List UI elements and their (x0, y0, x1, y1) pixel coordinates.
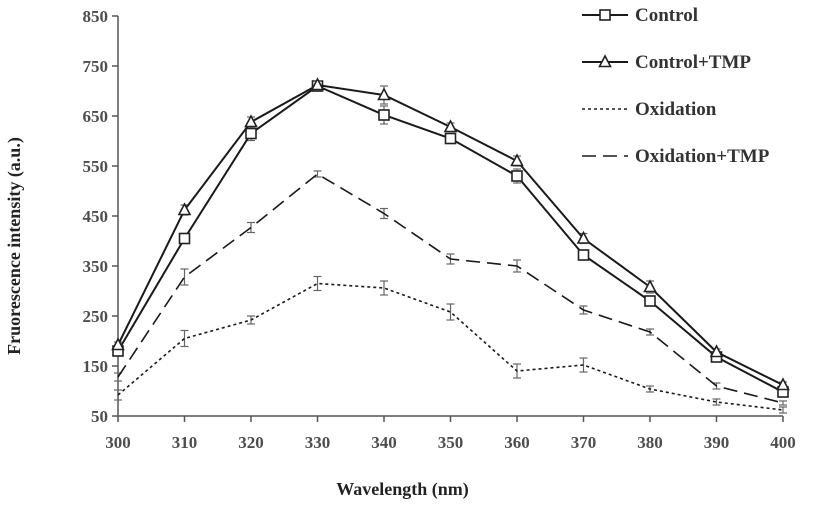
x-tick-label: 350 (438, 433, 464, 452)
legend: Control Control+TMP Oxidation Oxidation+TMP (582, 5, 770, 167)
triangle-marker (776, 377, 790, 391)
triangle-marker (310, 77, 325, 91)
x-tick-label: 400 (770, 433, 796, 452)
legend-label: Oxidation+TMP (635, 146, 770, 167)
x-tick-label: 390 (704, 433, 730, 452)
y-axis-title: Fruorescence intensity (a.u.) (4, 137, 25, 355)
square-marker (245, 127, 257, 140)
legend-label: Control (635, 5, 698, 26)
triangle-marker (598, 54, 612, 68)
y-tick-label: 750 (83, 57, 109, 76)
legend-label: Control+TMP (635, 52, 751, 73)
y-tick-label: 550 (83, 157, 109, 176)
triangle-marker (709, 344, 724, 358)
triangle-marker (643, 279, 657, 293)
x-tick-label: 330 (305, 433, 331, 452)
x-tick-label: 310 (172, 433, 198, 452)
y-tick-label: 850 (83, 7, 109, 26)
legend-label: Oxidation (635, 99, 717, 120)
triangle-marker (111, 337, 125, 351)
triangle-marker (377, 87, 391, 101)
x-tick-label: 370 (571, 433, 597, 452)
square-marker (644, 295, 656, 307)
y-tick-label: 250 (83, 307, 109, 326)
y-tick-label: 150 (83, 357, 109, 376)
square-marker (511, 170, 523, 182)
triangle-marker (244, 114, 258, 128)
square-marker (599, 9, 611, 21)
triangle-marker (443, 119, 458, 133)
triangle-marker (177, 202, 192, 216)
series-line (117, 282, 784, 411)
y-tick-label: 650 (83, 107, 109, 126)
square-marker (178, 232, 191, 245)
series-oxidation-tmp (114, 170, 787, 406)
y-tick-label: 50 (91, 407, 108, 426)
square-marker (577, 249, 590, 261)
x-tick-label: 360 (504, 433, 530, 452)
x-tick-label: 340 (371, 433, 397, 452)
series-oxidation (114, 275, 787, 414)
x-tick-label: 380 (637, 433, 663, 452)
series-line (117, 173, 784, 404)
triangle-marker (576, 230, 591, 244)
x-tick-label: 320 (238, 433, 264, 452)
square-marker (378, 109, 390, 121)
y-tick-label: 450 (83, 207, 109, 226)
square-marker (444, 132, 457, 145)
y-tick-label: 350 (83, 257, 109, 276)
series-control-tmp (111, 77, 790, 391)
x-axis-title: Wavelength (nm) (336, 479, 469, 500)
triangle-marker (510, 153, 524, 167)
x-tick-label: 300 (105, 433, 131, 452)
